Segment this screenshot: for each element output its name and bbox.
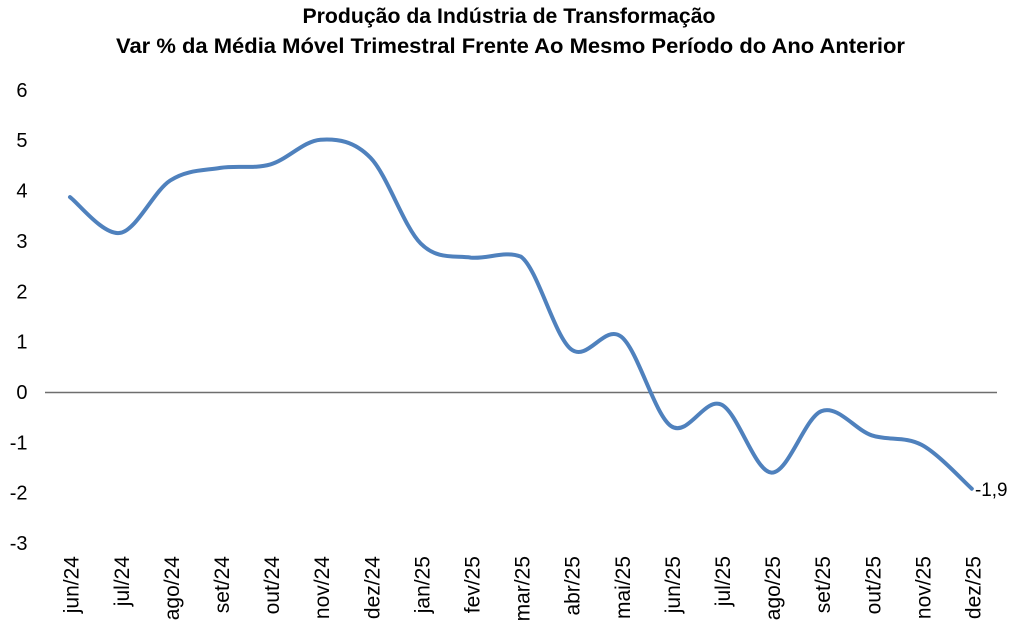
svg-text:4: 4 bbox=[16, 181, 27, 203]
svg-text:jan/25: jan/25 bbox=[411, 556, 434, 614]
svg-text:jul/25: jul/25 bbox=[712, 556, 735, 607]
svg-text:2: 2 bbox=[16, 281, 27, 303]
svg-text:0: 0 bbox=[16, 382, 27, 404]
svg-text:-1,9: -1,9 bbox=[975, 480, 1008, 501]
svg-text:mai/25: mai/25 bbox=[612, 556, 635, 619]
svg-text:-3: -3 bbox=[10, 533, 28, 555]
svg-text:1: 1 bbox=[16, 332, 27, 354]
svg-text:6: 6 bbox=[16, 80, 27, 102]
svg-text:jun/24: jun/24 bbox=[61, 556, 84, 615]
svg-text:Var % da Média Móvel Trimestra: Var % da Média Móvel Trimestral Frente A… bbox=[116, 35, 905, 58]
svg-text:ago/24: ago/24 bbox=[161, 556, 184, 621]
svg-text:dez/25: dez/25 bbox=[963, 556, 986, 619]
svg-text:abr/25: abr/25 bbox=[562, 556, 585, 616]
svg-text:jul/24: jul/24 bbox=[111, 556, 134, 608]
svg-text:Produção da Indústria de Trans: Produção da Indústria de Transformação bbox=[303, 5, 716, 28]
svg-text:-1: -1 bbox=[10, 432, 28, 454]
svg-text:set/25: set/25 bbox=[812, 556, 835, 613]
svg-text:nov/24: nov/24 bbox=[311, 556, 334, 619]
svg-text:set/24: set/24 bbox=[211, 556, 234, 614]
svg-text:jun/25: jun/25 bbox=[662, 556, 685, 614]
svg-text:3: 3 bbox=[16, 231, 27, 253]
svg-text:mar/25: mar/25 bbox=[512, 556, 535, 621]
svg-text:out/25: out/25 bbox=[862, 556, 885, 614]
svg-text:dez/24: dez/24 bbox=[361, 556, 384, 619]
svg-text:-2: -2 bbox=[10, 483, 28, 505]
svg-text:fev/25: fev/25 bbox=[462, 556, 485, 613]
svg-text:nov/25: nov/25 bbox=[912, 556, 935, 619]
svg-text:out/24: out/24 bbox=[261, 556, 284, 615]
svg-text:ago/25: ago/25 bbox=[762, 556, 785, 620]
svg-text:5: 5 bbox=[16, 130, 27, 152]
